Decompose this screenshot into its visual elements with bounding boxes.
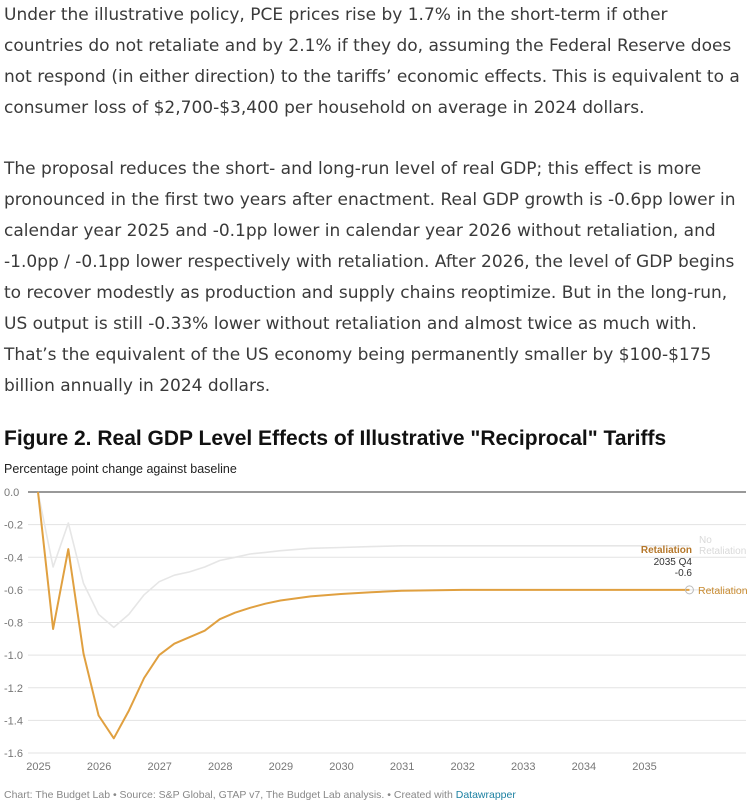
x-tick-label: 2033 bbox=[511, 761, 535, 773]
x-tick-label: 2025 bbox=[26, 761, 50, 773]
footer-credit: Chart: The Budget Lab • Source: S&P Glob… bbox=[4, 789, 456, 801]
paragraph-pce-prices: Under the illustrative policy, PCE price… bbox=[4, 5, 740, 118]
tooltip-period: 2035 Q4 bbox=[654, 557, 693, 568]
y-tick-label: -0.8 bbox=[4, 618, 23, 630]
tooltip-series-name: Retaliation bbox=[641, 545, 692, 556]
x-tick-label: 2035 bbox=[632, 761, 656, 773]
retaliation-end-label: Retaliation bbox=[698, 585, 748, 597]
no-retaliation-end-label: No Retaliation bbox=[699, 535, 746, 557]
chart-footer: Chart: The Budget Lab • Source: S&P Glob… bbox=[4, 789, 516, 801]
retaliation-end-marker bbox=[684, 585, 694, 595]
retaliation-series-line bbox=[37, 491, 690, 740]
no-retaliation-series-line bbox=[37, 491, 690, 629]
y-tick-label: -0.4 bbox=[4, 552, 23, 564]
x-tick-label: 2032 bbox=[450, 761, 474, 773]
x-tick-label: 2029 bbox=[269, 761, 293, 773]
y-tick-label: 0.0 bbox=[4, 487, 19, 499]
y-tick-label: -0.2 bbox=[4, 520, 23, 532]
datawrapper-link[interactable]: Datawrapper bbox=[455, 789, 516, 801]
x-tick-label: 2030 bbox=[329, 761, 353, 773]
tooltip-value: -0.6 bbox=[675, 568, 693, 579]
y-tick-label: -1.0 bbox=[4, 650, 23, 662]
x-tick-label: 2034 bbox=[572, 761, 596, 773]
paragraph-real-gdp: The proposal reduces the short- and long… bbox=[4, 159, 736, 396]
y-tick-label: -1.6 bbox=[4, 748, 23, 760]
y-tick-label: -1.2 bbox=[4, 683, 23, 695]
figure-title: Figure 2. Real GDP Level Effects of Illu… bbox=[4, 427, 667, 450]
x-tick-label: 2027 bbox=[147, 761, 171, 773]
x-tick-label: 2031 bbox=[390, 761, 414, 773]
y-tick-label: -1.4 bbox=[4, 715, 23, 727]
x-tick-label: 2026 bbox=[87, 761, 111, 773]
x-tick-label: 2028 bbox=[208, 761, 232, 773]
y-tick-label: -0.6 bbox=[4, 585, 23, 597]
figure-subtitle: Percentage point change against baseline bbox=[4, 462, 237, 476]
